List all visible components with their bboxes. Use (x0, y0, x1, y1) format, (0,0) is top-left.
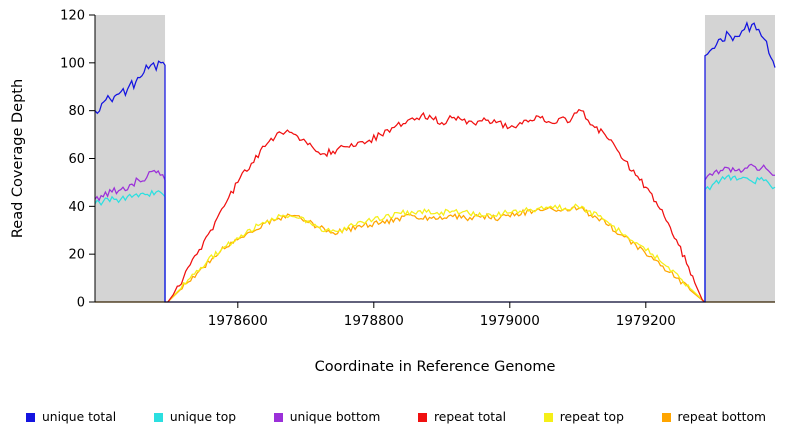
legend-swatch-icon (661, 412, 671, 422)
x-tick-label: 1978600 (208, 313, 268, 329)
y-tick-label: 40 (68, 200, 85, 215)
unique-region-left (95, 15, 166, 302)
legend-item-unique-top: unique top (153, 410, 237, 424)
legend-item-unique-total: unique total (26, 410, 116, 424)
legend-label: repeat total (433, 410, 507, 424)
y-axis-title: Read Coverage Depth (10, 79, 26, 238)
legend-label: unique top (169, 410, 237, 424)
x-tick-label: 1979000 (480, 313, 540, 329)
legend-label: repeat bottom (677, 410, 766, 424)
legend-label: unique total (42, 410, 117, 424)
series-repeat-top (167, 203, 706, 303)
legend-item-repeat-total: repeat total (417, 410, 507, 424)
legend-swatch-icon (543, 412, 553, 422)
x-tick-label: 1978800 (344, 313, 404, 329)
unique-region-right (704, 15, 775, 302)
series-unique-bottom (704, 163, 776, 302)
legend: unique total unique top unique bottom repea… (0, 410, 792, 424)
y-tick-label: 100 (60, 56, 85, 71)
series-repeat-total (167, 108, 705, 303)
legend-label: repeat top (559, 410, 624, 424)
y-tick-label: 80 (68, 104, 85, 119)
y-tick-label: 20 (68, 248, 85, 263)
series-unique-top (704, 174, 776, 302)
legend-item-repeat-top: repeat top (543, 410, 624, 424)
series-unique-bottom (94, 169, 166, 302)
y-tick-label: 60 (68, 152, 85, 167)
legend-item-unique-bottom: unique bottom (273, 410, 381, 424)
legend-swatch-icon (26, 412, 35, 422)
x-axis-title: Coordinate in Reference Genome (315, 359, 556, 375)
legend-item-repeat-bottom: repeat bottom (661, 410, 766, 424)
series-repeat-bottom (95, 205, 775, 303)
y-tick-label: 0 (77, 296, 85, 311)
legend-label: unique bottom (289, 410, 381, 424)
legend-swatch-icon (273, 412, 283, 422)
series-unique-total (94, 20, 776, 303)
x-tick-label: 1979200 (616, 313, 676, 329)
series-unique-top (94, 189, 166, 302)
legend-swatch-icon (417, 412, 427, 422)
y-tick-label: 120 (60, 9, 85, 24)
legend-swatch-icon (153, 412, 163, 422)
